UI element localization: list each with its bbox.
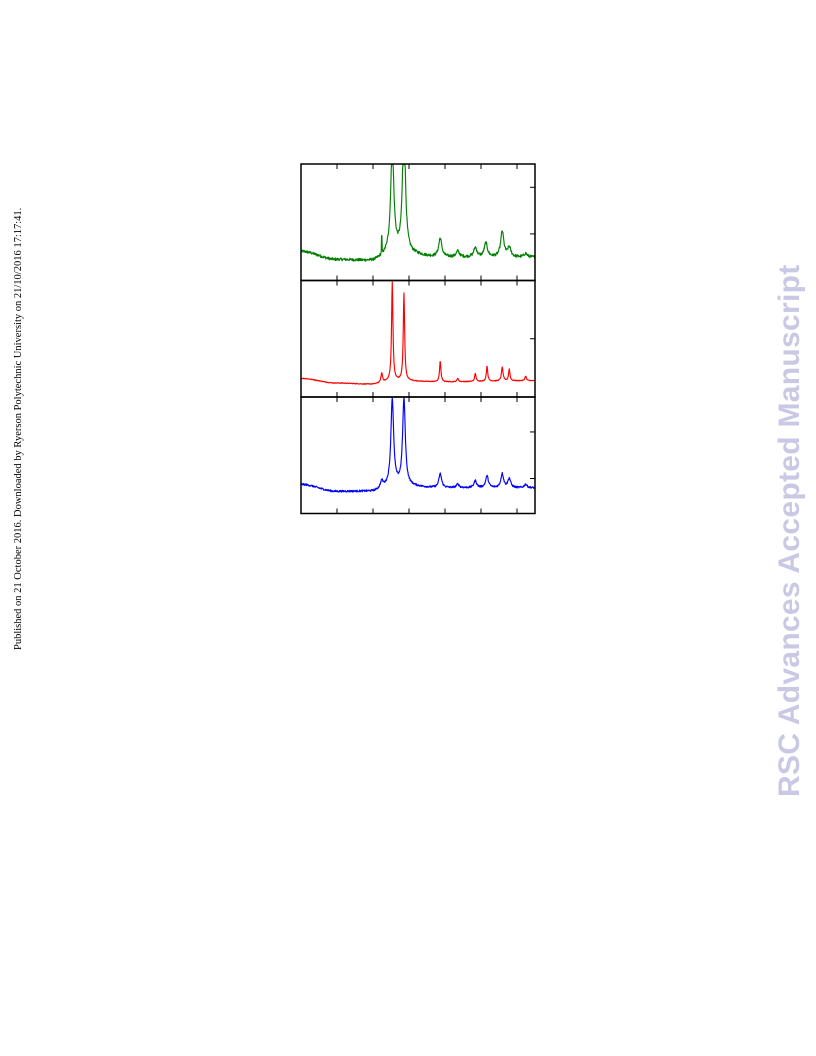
spectrum-panel-middle	[300, 279, 536, 398]
panel-frame	[300, 396, 536, 515]
spectrum-line-middle	[300, 281, 536, 385]
spectrum-panel-bottom	[300, 396, 536, 515]
spectrum-line-top	[300, 164, 536, 262]
spectrum-panel-top	[300, 163, 536, 282]
panel-frame	[300, 163, 536, 282]
spectrum-line-bottom	[300, 397, 536, 493]
